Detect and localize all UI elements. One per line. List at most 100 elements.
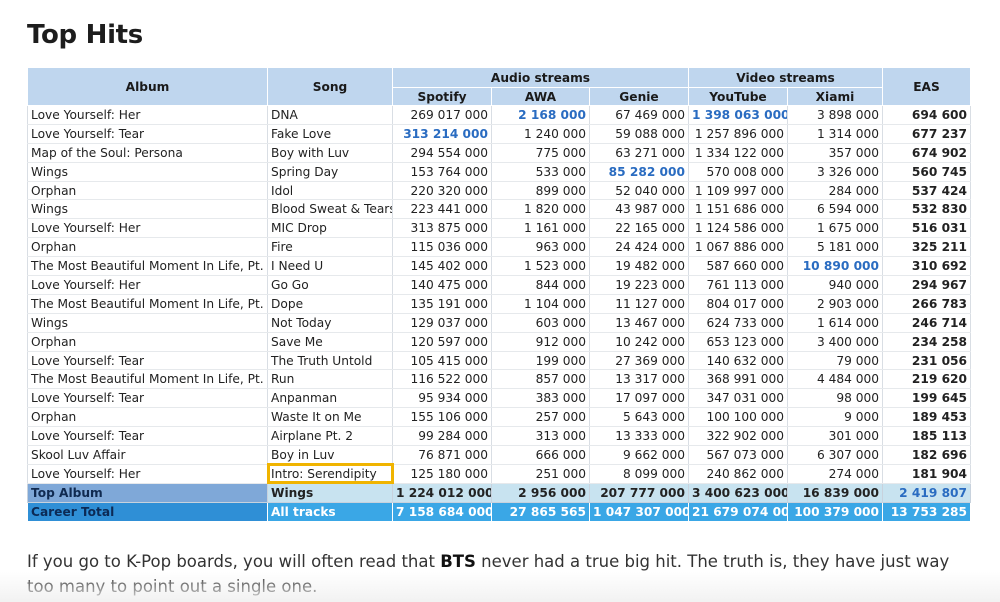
eas-cell: 189 453 [882, 407, 972, 428]
header-spotify: Spotify [392, 87, 492, 106]
career-total-eas: 13 753 285 [882, 501, 972, 522]
youtube-cell: 804 017 000 [688, 293, 788, 314]
song-cell: Anpanman [267, 388, 393, 409]
album-cell: Orphan [27, 180, 268, 201]
spotify-cell: 153 764 000 [392, 161, 492, 182]
top-album-genie: 207 777 000 [589, 482, 689, 503]
xiami-cell: 3 400 000 [786, 331, 884, 352]
spotify-cell: 120 597 000 [392, 331, 492, 352]
song-cell: Idol [267, 180, 393, 201]
eas-cell: 294 967 [882, 275, 972, 295]
song-cell: Fake Love [267, 123, 393, 144]
eas-cell: 325 211 [882, 237, 972, 258]
album-cell: Orphan [27, 331, 268, 352]
spotify-cell: 105 415 000 [392, 350, 492, 371]
awa-cell: 603 000 [491, 312, 590, 333]
youtube-cell: 624 733 000 [688, 312, 788, 333]
eas-cell: 181 904 [882, 463, 972, 484]
eas-cell: 694 600 [882, 105, 972, 125]
table-row: Wings Spring Day 153 764 000 533 000 85 282 … [27, 161, 972, 182]
table-row: Orphan Save Me 120 597 000 912 000 10 242 00… [27, 331, 972, 352]
paragraph-text-before: If you go to K-Pop boards, you will ofte… [27, 551, 441, 571]
table-row: The Most Beautiful Moment In Life, Pt. 2… [27, 369, 972, 390]
youtube-cell: 1 151 686 000 [688, 199, 788, 220]
youtube-cell: 1 334 122 000 [688, 142, 788, 163]
awa-cell: 383 000 [491, 388, 590, 409]
song-cell: Boy with Luv [267, 142, 393, 163]
table-row: The Most Beautiful Moment In Life, Pt. 1… [27, 293, 972, 314]
spotify-cell: 115 036 000 [392, 237, 492, 258]
xiami-cell: 1 614 000 [786, 312, 884, 333]
awa-cell: 857 000 [491, 369, 590, 390]
spotify-cell: 294 554 000 [392, 142, 492, 163]
table-row: Love Yourself: Her Intro: Serendipity 125 … [27, 463, 972, 485]
album-cell: Wings [27, 199, 268, 220]
album-cell: The Most Beautiful Moment In Life, Pt. 1 [27, 293, 268, 314]
header-audio-streams: Audio streams [392, 67, 689, 88]
xiami-cell: 3 898 000 [786, 105, 884, 125]
xiami-cell: 98 000 [786, 388, 884, 409]
album-cell: Love Yourself: Tear [27, 388, 268, 409]
header-eas: EAS [882, 67, 972, 106]
xiami-cell: 9 000 [786, 407, 884, 428]
youtube-cell: 570 008 000 [688, 161, 788, 182]
xiami-cell: 10 890 000 [786, 256, 884, 277]
eas-cell: 537 424 [882, 180, 972, 201]
album-cell: Orphan [27, 237, 268, 258]
career-total-genie: 1 047 307 000 [589, 501, 689, 522]
table-row: Love Yourself: Tear The Truth Untold 105 4… [27, 350, 972, 371]
xiami-cell: 3 326 000 [786, 161, 884, 182]
song-cell: Go Go [267, 275, 393, 295]
song-cell: Run [267, 369, 393, 390]
youtube-cell: 347 031 000 [688, 388, 788, 409]
genie-cell: 19 223 000 [589, 275, 689, 295]
song-cell: Save Me [267, 331, 393, 352]
table-row: Love Yourself: Tear Anpanman 95 934 000 383… [27, 388, 972, 409]
header-awa: AWA [491, 87, 590, 106]
album-cell: Skool Luv Affair [27, 445, 268, 465]
top-album-spotify: 1 224 012 000 [392, 482, 492, 503]
bottom-fade [0, 572, 1000, 602]
album-cell: Love Yourself: Tear [27, 350, 268, 371]
song-cell: Airplane Pt. 2 [267, 426, 393, 447]
awa-cell: 844 000 [491, 275, 590, 295]
xiami-cell: 4 484 000 [786, 369, 884, 390]
song-cell: Spring Day [267, 161, 393, 182]
career-total-youtube: 21 679 074 000 [688, 501, 788, 522]
xiami-cell: 1 314 000 [786, 123, 884, 144]
awa-cell: 899 000 [491, 180, 590, 201]
genie-cell: 27 369 000 [589, 350, 689, 371]
awa-cell: 1 161 000 [491, 218, 590, 239]
eas-cell: 677 237 [882, 123, 972, 144]
spotify-cell: 95 934 000 [392, 388, 492, 409]
awa-cell: 533 000 [491, 161, 590, 182]
awa-cell: 2 168 000 [491, 105, 590, 125]
song-cell: Dope [267, 293, 393, 314]
youtube-cell: 587 660 000 [688, 256, 788, 277]
eas-cell: 246 714 [882, 312, 972, 333]
song-cell: Waste It on Me [267, 407, 393, 428]
xiami-cell: 301 000 [786, 426, 884, 447]
career-total-song: All tracks [267, 501, 393, 522]
awa-cell: 313 000 [491, 426, 590, 447]
spotify-cell: 135 191 000 [392, 293, 492, 314]
album-cell: The Most Beautiful Moment In Life, Pt. 2 [27, 369, 268, 390]
genie-cell: 10 242 000 [589, 331, 689, 352]
career-total-awa: 27 865 565 [491, 501, 590, 522]
spotify-cell: 125 180 000 [392, 463, 492, 484]
eas-cell: 199 645 [882, 388, 972, 409]
genie-cell: 13 467 000 [589, 312, 689, 333]
album-cell: Wings [27, 161, 268, 182]
xiami-cell: 274 000 [786, 463, 884, 484]
genie-cell: 13 333 000 [589, 426, 689, 447]
career-total-spotify: 7 158 684 000 [392, 501, 492, 522]
awa-cell: 963 000 [491, 237, 590, 258]
xiami-cell: 284 000 [786, 180, 884, 201]
spotify-cell: 145 402 000 [392, 256, 492, 277]
top-album-label: Top Album [27, 482, 268, 503]
song-cell: Boy in Luv [267, 445, 393, 465]
song-cell: I Need U [267, 256, 393, 277]
awa-cell: 1 523 000 [491, 256, 590, 277]
album-cell: Orphan [27, 407, 268, 428]
youtube-cell: 240 862 000 [688, 463, 788, 484]
